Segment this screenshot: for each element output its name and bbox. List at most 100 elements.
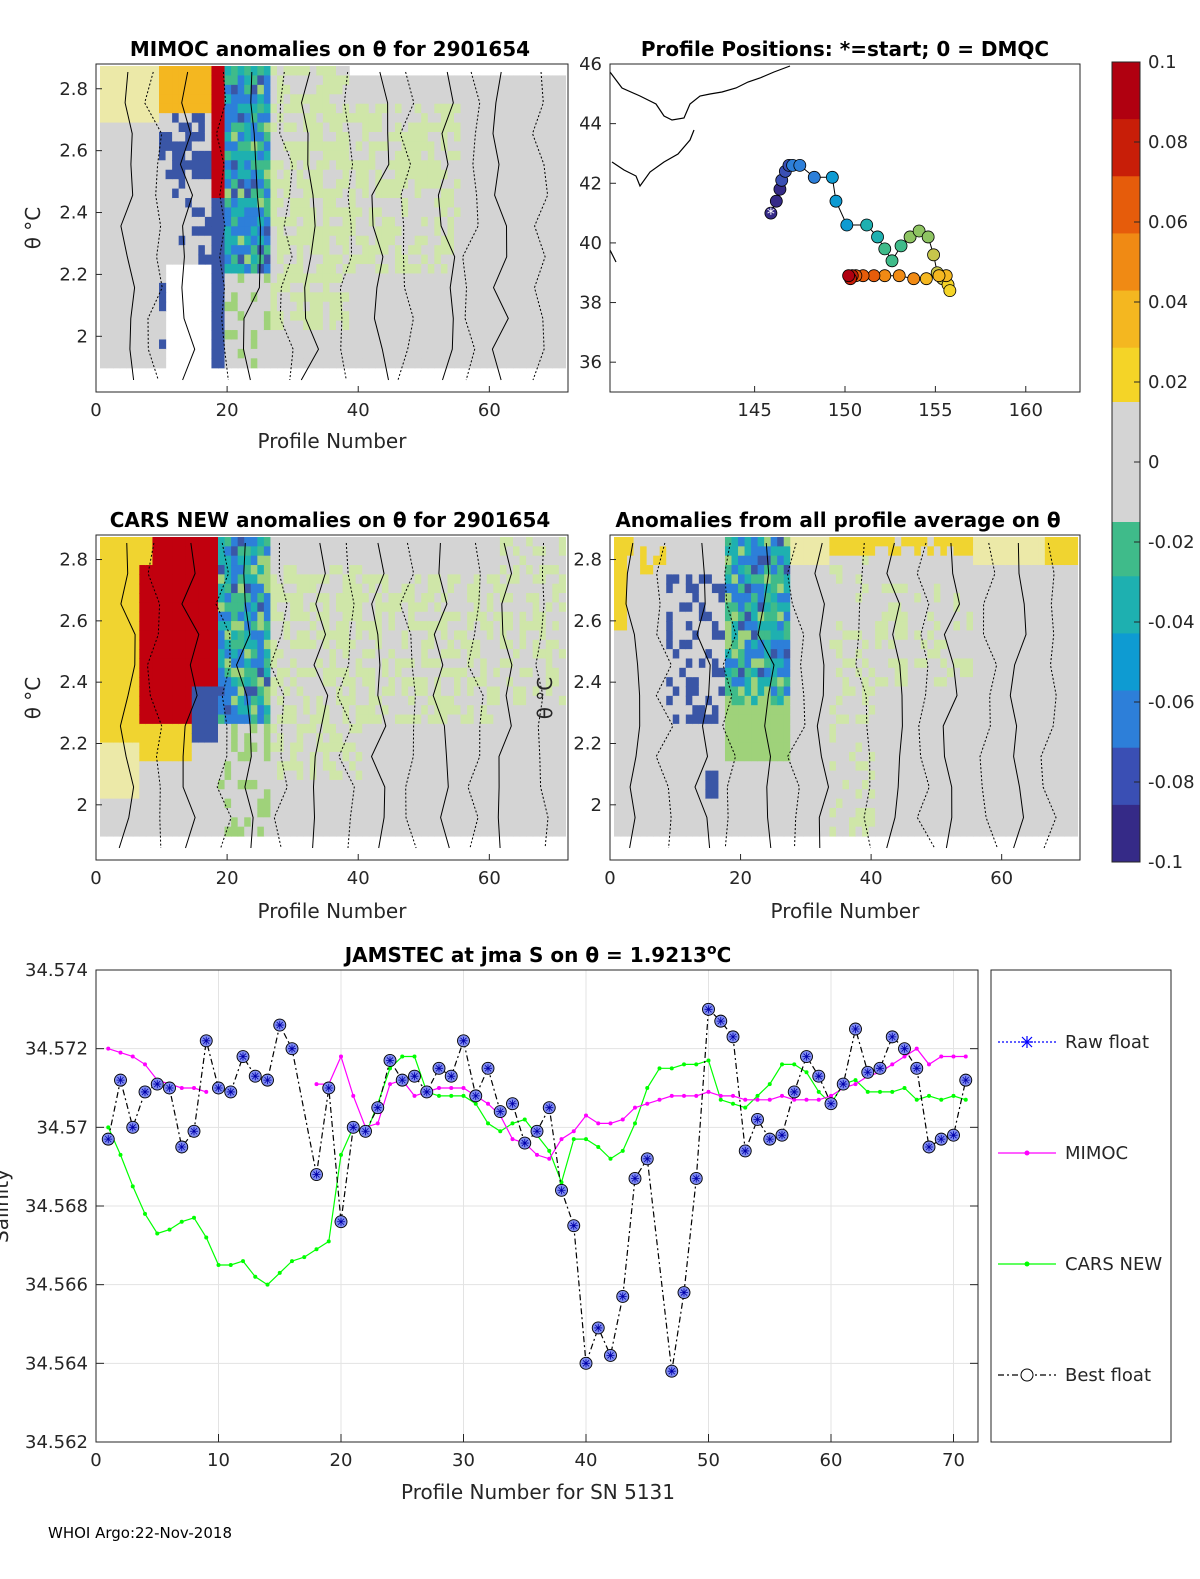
- heatmap-cell: [679, 827, 686, 837]
- heatmap-cell: [211, 827, 218, 837]
- heatmap-cell: [205, 658, 212, 668]
- heatmap-cell: [640, 537, 647, 547]
- heatmap-cell: [329, 658, 336, 668]
- heatmap-cell: [421, 640, 428, 650]
- heatmap-cell: [415, 123, 422, 133]
- heatmap-cell: [388, 658, 395, 668]
- heatmap-cell: [369, 827, 376, 837]
- heatmap-cell: [634, 668, 641, 678]
- heatmap-cell: [211, 705, 218, 715]
- heatmap-cell: [133, 330, 140, 340]
- heatmap-cell: [461, 339, 468, 349]
- heatmap-cell: [152, 245, 159, 255]
- heatmap-cell: [526, 761, 533, 771]
- heatmap-cell: [343, 264, 350, 274]
- heatmap-cell: [546, 358, 553, 368]
- heatmap-cell: [428, 283, 435, 293]
- heatmap-cell: [415, 339, 422, 349]
- heatmap-cell: [211, 198, 218, 208]
- heatmap-cell: [627, 537, 634, 547]
- heatmap-cell: [270, 752, 277, 762]
- heatmap-cell: [506, 151, 513, 161]
- heatmap-cell: [415, 752, 422, 762]
- heatmap-cell: [428, 123, 435, 133]
- heatmap-cell: [107, 94, 114, 104]
- heatmap-cell: [382, 179, 389, 189]
- heatmap-cell: [198, 226, 205, 236]
- heatmap-cell: [107, 621, 114, 631]
- heatmap-cell: [539, 170, 546, 180]
- heatmap-cell: [166, 687, 173, 697]
- heatmap-cell: [388, 584, 395, 594]
- heatmap-cell: [290, 621, 297, 631]
- heatmap-cell: [454, 75, 461, 85]
- heatmap-cell: [349, 593, 356, 603]
- heatmap-cell: [362, 761, 369, 771]
- heatmap-cell: [211, 141, 218, 151]
- heatmap-cell: [480, 752, 487, 762]
- heatmap-cell: [526, 264, 533, 274]
- heatmap-cell: [166, 132, 173, 142]
- heatmap-cell: [133, 687, 140, 697]
- heatmap-cell: [290, 94, 297, 104]
- heatmap-cell: [270, 264, 277, 274]
- heatmap-cell: [120, 75, 127, 85]
- heatmap-cell: [467, 141, 474, 151]
- heatmap-cell: [614, 602, 621, 612]
- heatmap-cell: [238, 292, 245, 302]
- heatmap-cell: [146, 752, 153, 762]
- heatmap-cell: [323, 752, 330, 762]
- heatmap-cell: [231, 602, 238, 612]
- heatmap-cell: [369, 264, 376, 274]
- heatmap-cell: [447, 217, 454, 227]
- heatmap-cell: [336, 593, 343, 603]
- heatmap-cell: [461, 565, 468, 575]
- heatmap-cell: [310, 170, 317, 180]
- heatmap-cell: [120, 292, 127, 302]
- heatmap-cell: [225, 132, 232, 142]
- heatmap-cell: [506, 94, 513, 104]
- heatmap-cell: [120, 151, 127, 161]
- heatmap-cell: [421, 123, 428, 133]
- heatmap-cell: [264, 66, 271, 76]
- heatmap-cell: [238, 66, 245, 76]
- heatmap-cell: [192, 189, 199, 199]
- heatmap-cell: [395, 584, 402, 594]
- heatmap-cell: [415, 358, 422, 368]
- heatmap-cell: [474, 358, 481, 368]
- heatmap-cell: [362, 151, 369, 161]
- heatmap-cell: [552, 141, 559, 151]
- heatmap-cell: [621, 705, 628, 715]
- heatmap-cell: [100, 226, 107, 236]
- heatmap-cell: [487, 151, 494, 161]
- heatmap-cell: [257, 245, 264, 255]
- heatmap-cell: [660, 658, 667, 668]
- heatmap-cell: [152, 574, 159, 584]
- heatmap-cell: [395, 743, 402, 753]
- heatmap-cell: [441, 75, 448, 85]
- heatmap-cell: [329, 715, 336, 725]
- heatmap-cell: [179, 761, 186, 771]
- heatmap-cell: [614, 649, 621, 659]
- heatmap-cell: [238, 236, 245, 246]
- heatmap-cell: [192, 151, 199, 161]
- heatmap-cell: [107, 537, 114, 547]
- mimoc-panel-title: MIMOC anomalies on θ for 2901654: [130, 37, 530, 61]
- heatmap-cell: [198, 245, 205, 255]
- heatmap-cell: [329, 584, 336, 594]
- heatmap-cell: [349, 668, 356, 678]
- heatmap-cell: [640, 780, 647, 790]
- heatmap-cell: [686, 696, 693, 706]
- heatmap-cell: [421, 827, 428, 837]
- heatmap-cell: [264, 123, 271, 133]
- heatmap-cell: [100, 602, 107, 612]
- heatmap-cell: [198, 170, 205, 180]
- heatmap-cell: [487, 687, 494, 697]
- heatmap-cell: [336, 546, 343, 556]
- heatmap-cell: [474, 602, 481, 612]
- heatmap-cell: [166, 789, 173, 799]
- heatmap-cell: [257, 189, 264, 199]
- heatmap-cell: [172, 170, 179, 180]
- heatmap-cell: [461, 537, 468, 547]
- heatmap-cell: [500, 339, 507, 349]
